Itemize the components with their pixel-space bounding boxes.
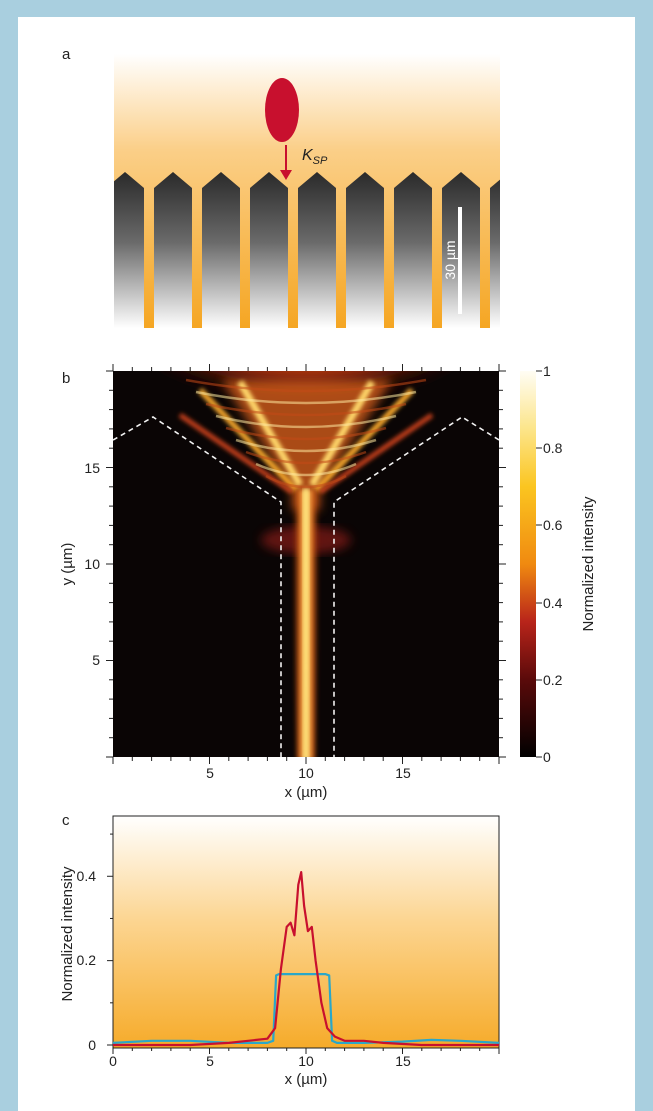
c-xtick-0: 0 xyxy=(109,1053,117,1069)
grating-pillar xyxy=(250,172,288,328)
stripe-group xyxy=(58,172,576,328)
panel-c-lineplot: 0 5 10 15 x (µm) 0 0.2 0.4 Normalized in… xyxy=(59,815,500,1088)
scale-bar-label: 30 µm xyxy=(442,240,458,279)
grating-pillar xyxy=(154,172,192,328)
fringe xyxy=(235,438,377,453)
waveguide-outline-left xyxy=(113,416,282,757)
fringe xyxy=(225,426,387,441)
c-ytick-0.4: 0.4 xyxy=(77,868,97,884)
grating-pillar xyxy=(394,172,432,328)
b-xtick-15: 15 xyxy=(395,765,411,781)
cbar-tick-0.6: 0.6 xyxy=(543,517,563,533)
c-ytick-0: 0 xyxy=(88,1037,96,1053)
grating-pillar xyxy=(346,172,384,328)
fringe xyxy=(185,378,427,393)
b-xtick-5: 5 xyxy=(206,765,214,781)
grating-pillar xyxy=(114,172,144,328)
heatmap-image xyxy=(113,371,499,757)
cbar-tick-0: 0 xyxy=(543,749,551,765)
red-series-line xyxy=(113,871,499,1047)
fringe xyxy=(255,462,357,477)
grating-pillar xyxy=(298,172,336,328)
fringe xyxy=(265,474,347,489)
b-ylabel: y (µm) xyxy=(59,543,76,586)
cbar-tick-0.8: 0.8 xyxy=(543,440,563,456)
grating-pillar xyxy=(490,179,500,328)
panel-b-label: b xyxy=(62,370,71,387)
panel-a-label: a xyxy=(62,46,71,63)
fringe xyxy=(195,390,417,405)
fringe xyxy=(215,414,397,429)
particle-icon xyxy=(265,78,299,142)
grating-pillar xyxy=(538,172,576,328)
c-xtick-5: 5 xyxy=(206,1053,214,1069)
grating-pillar xyxy=(202,172,240,328)
c-xlabel: x (µm) xyxy=(285,1071,328,1088)
colorbar-ticks xyxy=(536,370,542,758)
colorbar-label: Normalized intensity xyxy=(580,496,597,632)
colorbar xyxy=(520,371,536,757)
c-ytick-0.2: 0.2 xyxy=(77,952,97,968)
wavevector-label: KSP xyxy=(302,147,328,167)
panel-c-label: c xyxy=(62,812,70,829)
cbar-tick-1: 1 xyxy=(543,363,551,379)
b-xlabel: x (µm) xyxy=(285,784,328,801)
heatmap-axes xyxy=(106,364,506,764)
cbar-tick-0.4: 0.4 xyxy=(543,595,563,611)
c-xtick-15: 15 xyxy=(395,1053,411,1069)
c-ylabel: Normalized intensity xyxy=(59,866,76,1002)
cbar-tick-0.2: 0.2 xyxy=(543,672,563,688)
plot-area xyxy=(112,815,500,1049)
arrow-down-icon xyxy=(280,170,292,180)
grating-pillar xyxy=(58,172,96,328)
lineplot-axes xyxy=(107,833,500,1054)
c-xtick-10: 10 xyxy=(298,1053,314,1069)
b-ytick-10: 10 xyxy=(84,556,100,572)
fringe xyxy=(245,450,367,465)
lineplot-series xyxy=(112,871,500,1047)
b-ytick-5: 5 xyxy=(92,652,100,668)
b-xtick-10: 10 xyxy=(298,765,314,781)
cyan-series-line xyxy=(112,973,500,1044)
fringe xyxy=(205,402,407,417)
b-ytick-15: 15 xyxy=(84,460,100,476)
panel-b-heatmap: 5 10 15 x (µm) 5 10 15 y (µm) 0 0.2 0.4 … xyxy=(59,363,597,801)
panel-a-schematic: KSP 30 µm xyxy=(58,54,576,328)
waveguide-outline-right xyxy=(333,416,499,757)
